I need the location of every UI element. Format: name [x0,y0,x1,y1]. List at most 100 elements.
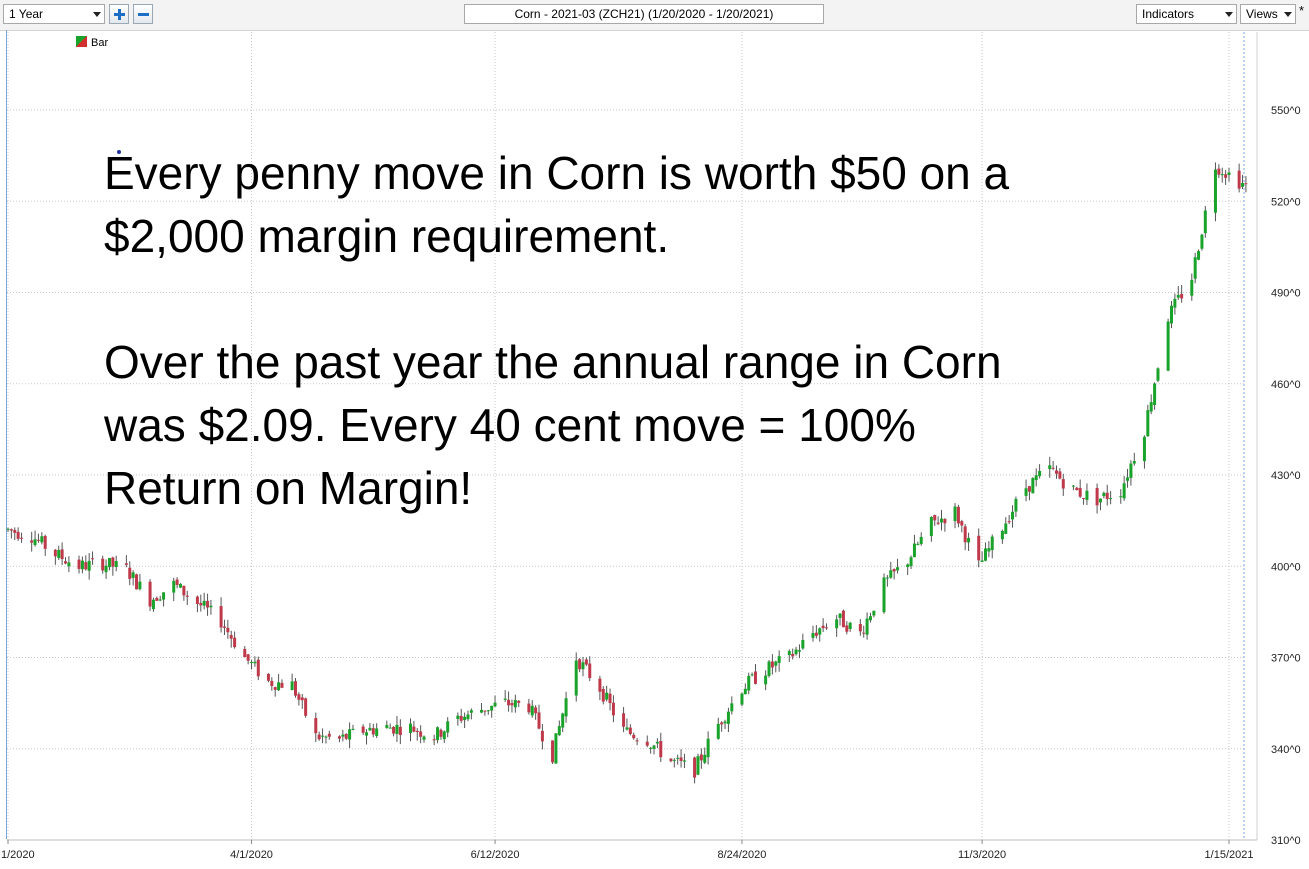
candle-down [517,700,521,703]
candle-up [919,536,923,545]
period-select-value: 1 Year [9,7,44,21]
candle-down [226,627,230,633]
candle-up [1109,498,1113,500]
candle-up [341,734,345,737]
candle-up [1031,478,1035,494]
period-select[interactable]: 1 Year [3,4,105,24]
candle-up [530,705,534,716]
candle-up [774,661,778,666]
candle-up [655,741,659,744]
chevron-down-icon [93,12,101,17]
annotation-anchor[interactable] [117,150,121,154]
candle-down [195,596,199,604]
price-tick-label: 310^0 [1271,835,1301,847]
candle-up [87,560,91,571]
candle-down [185,595,189,597]
candle-up [750,674,754,676]
candle-up [885,577,889,579]
candle-up [1011,511,1015,520]
candle-down [659,741,663,758]
candle-down [266,673,270,681]
bar-series-icon [76,36,87,47]
zoom-out-button[interactable] [133,4,153,24]
candle-down [135,574,139,590]
chart-title: Corn - 2021-03 (ZCH21) (1/20/2020 - 1/20… [464,4,824,24]
candle-up [743,688,747,695]
candle-down [1027,486,1031,492]
candle-up [747,675,751,691]
candle-down [304,698,308,716]
candle-up [1004,523,1008,534]
candle-down [36,539,40,541]
candle-up [740,693,744,705]
candle-down [1105,492,1109,500]
candle-up [1038,470,1042,477]
candle-up [682,760,686,762]
candle-up [324,736,328,738]
candle-down [246,654,250,661]
candle-up [777,656,781,663]
candle-up [574,660,578,696]
candle-up [889,570,893,578]
candle-up [388,727,392,729]
candle-up [365,732,369,736]
candle-up [408,723,412,733]
candle-down [155,597,159,601]
chart-legend[interactable]: Bar [76,36,108,49]
candle-up [466,714,470,720]
candle-down [30,540,34,543]
candle-down [273,687,277,690]
candle-down [371,728,375,735]
candle-up [990,536,994,551]
candle-down [635,740,639,742]
candle-down [1237,170,1241,189]
chart-annotation-text[interactable]: Every penny move in Corn is worth $50 on… [104,147,1010,514]
candle-up [456,715,460,719]
indicators-label: Indicators [1142,7,1195,21]
candle-up [1241,182,1245,187]
zoom-in-button[interactable] [109,4,129,24]
candle-down [601,688,605,702]
indicators-dropdown[interactable]: Indicators [1136,4,1237,24]
candle-up [764,675,768,685]
candle-down [101,558,105,571]
candle-up [1176,294,1180,298]
date-axis: 1/2020 4/1/2020 6/12/2020 8/24/2020 11/3/202… [1,840,1253,861]
candle-up [561,713,565,728]
candle-down [770,661,774,668]
candle-up [1142,436,1146,462]
candle-up [1048,465,1052,470]
candle-up [801,639,805,649]
candle-down [551,740,555,763]
candle-up [554,733,558,764]
candle-up [290,681,294,691]
price-tick-label: 370^0 [1271,653,1301,665]
candle-up [436,727,440,741]
candle-up [1166,321,1170,371]
candle-down [20,537,24,539]
price-tick-label: 340^0 [1271,744,1301,756]
candle-down [534,707,538,714]
candle-down [679,757,683,761]
candle-down [111,557,115,567]
candle-up [811,633,815,638]
candle-up [351,728,355,730]
candle-down [219,606,223,628]
candle-down [317,734,321,740]
modified-marker: * [1299,3,1305,18]
candle-up [716,723,720,739]
candle-down [693,757,697,778]
candle-down [314,717,318,734]
candle-down [13,529,17,533]
candle-up [480,709,484,713]
views-dropdown[interactable]: Views [1240,4,1296,24]
candle-down [16,531,20,539]
candle-down [182,585,186,596]
candle-up [703,754,707,763]
candle-down [537,712,541,729]
candle-up [605,692,609,700]
candle-down [963,526,967,543]
candle-up [848,622,852,629]
candle-down [256,659,260,677]
